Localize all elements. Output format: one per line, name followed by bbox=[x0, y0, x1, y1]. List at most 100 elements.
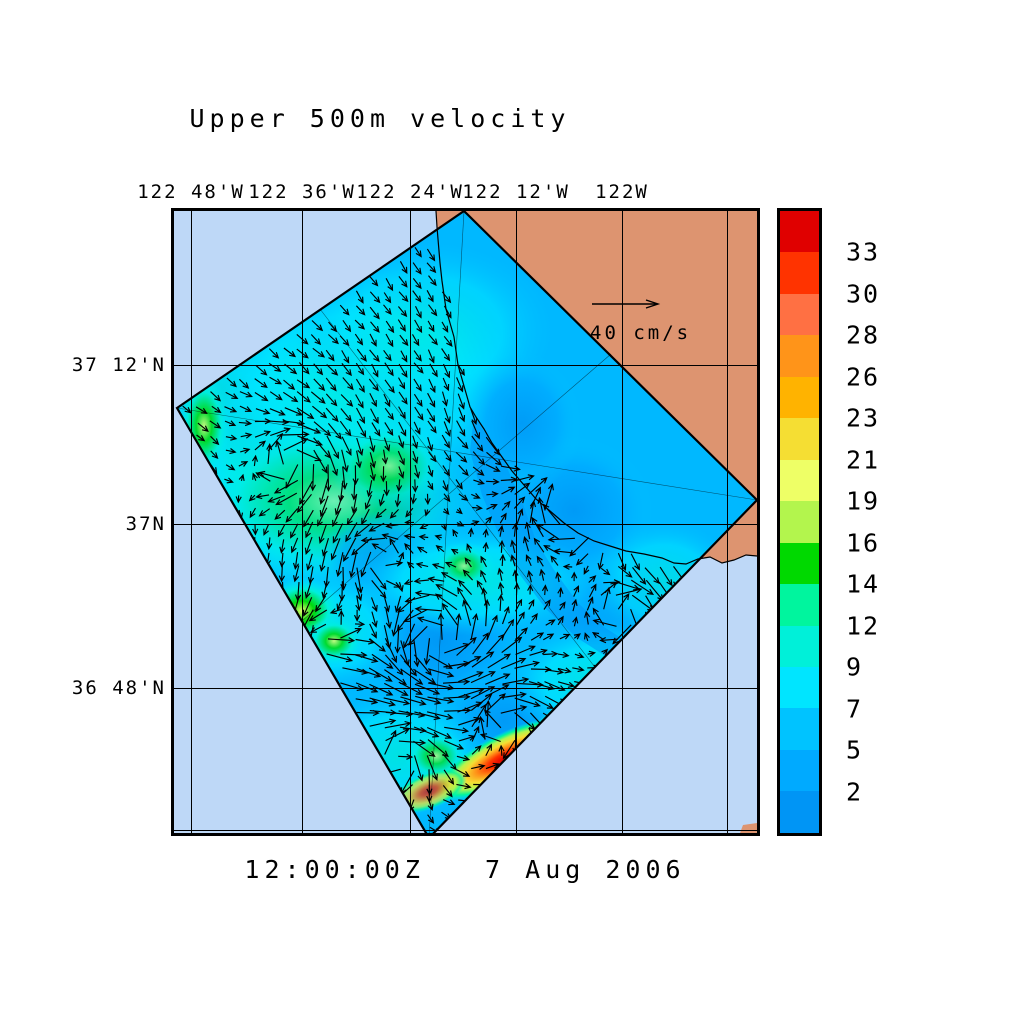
velocity-arrow bbox=[309, 464, 317, 492]
velocity-arrow bbox=[500, 705, 528, 714]
velocity-arrow bbox=[431, 563, 445, 570]
velocity-arrow bbox=[482, 541, 489, 553]
colorbar-band bbox=[780, 666, 819, 709]
velocity-arrow bbox=[435, 544, 445, 553]
velocity-arrow bbox=[412, 334, 420, 347]
velocity-arrow bbox=[318, 523, 328, 544]
velocity-arrow bbox=[315, 595, 327, 613]
velocity-arrow bbox=[249, 507, 256, 519]
velocity-arrow bbox=[457, 579, 473, 595]
velocity-arrow bbox=[443, 740, 465, 750]
velocity-arrow bbox=[456, 377, 464, 393]
velocity-arrow bbox=[502, 677, 530, 685]
velocity-arrow bbox=[557, 681, 576, 688]
velocity-arrow bbox=[412, 450, 419, 464]
velocity-arrow bbox=[587, 650, 597, 657]
velocity-arrow bbox=[319, 478, 329, 505]
velocity-arrow bbox=[255, 493, 270, 500]
velocity-arrow bbox=[267, 432, 284, 452]
velocity-arrow bbox=[336, 596, 344, 611]
velocity-arrow bbox=[369, 452, 376, 469]
gridline-horizontal bbox=[174, 688, 757, 689]
velocity-arrow bbox=[528, 477, 548, 495]
velocity-arrow bbox=[444, 561, 457, 568]
velocity-arrow bbox=[383, 393, 391, 408]
velocity-arrow bbox=[355, 450, 362, 469]
velocity-arrow bbox=[354, 333, 364, 346]
velocity-arrow bbox=[472, 451, 486, 466]
velocity-arrow bbox=[630, 553, 640, 571]
velocity-arrow bbox=[515, 611, 525, 626]
colorbar-tick-label: 23 bbox=[846, 403, 881, 433]
velocity-arrow bbox=[413, 393, 423, 408]
velocity-arrow bbox=[413, 726, 440, 738]
velocity-arrow bbox=[426, 262, 437, 274]
velocity-arrow bbox=[588, 583, 597, 598]
velocity-arrow bbox=[369, 464, 376, 482]
velocity-scale-key: 40 cm/s bbox=[590, 296, 720, 344]
velocity-arrow bbox=[471, 493, 481, 499]
velocity-arrow bbox=[472, 504, 483, 511]
velocity-arrow bbox=[384, 729, 397, 755]
velocity-arrow bbox=[428, 275, 437, 287]
velocity-arrow bbox=[317, 507, 328, 527]
velocity-arrow bbox=[513, 496, 526, 509]
velocity-arrow bbox=[427, 480, 434, 491]
velocity-arrow bbox=[340, 408, 352, 422]
velocity-arrow bbox=[435, 593, 458, 611]
velocity-arrow bbox=[248, 494, 256, 502]
velocity-arrow bbox=[571, 571, 578, 582]
velocity-arrow bbox=[397, 450, 405, 466]
velocity-arrow bbox=[435, 584, 458, 597]
velocity-arrow bbox=[483, 709, 502, 729]
velocity-arrow bbox=[562, 563, 573, 570]
velocity-arrow bbox=[630, 579, 655, 596]
velocity-arrow bbox=[426, 290, 434, 303]
colorbar-tick-label: 28 bbox=[846, 320, 881, 350]
velocity-arrow bbox=[385, 278, 394, 292]
velocity-arrow bbox=[255, 364, 268, 376]
velocity-arrow bbox=[486, 504, 498, 510]
velocity-arrow bbox=[571, 598, 578, 612]
gridline-vertical bbox=[727, 211, 728, 833]
colorbar[interactable] bbox=[777, 208, 822, 836]
velocity-arrow bbox=[279, 539, 286, 554]
velocity-arrow bbox=[342, 319, 352, 333]
velocity-arrow bbox=[553, 548, 573, 555]
velocity-arrow bbox=[384, 407, 394, 421]
velocity-arrow bbox=[471, 420, 481, 440]
velocity-arrow bbox=[355, 378, 365, 393]
velocity-arrow bbox=[543, 650, 559, 658]
velocity-arrow bbox=[428, 304, 438, 317]
velocity-arrow bbox=[341, 350, 350, 364]
velocity-arrow bbox=[371, 653, 394, 669]
velocity-arrow bbox=[251, 454, 259, 467]
velocity-arrow bbox=[239, 405, 253, 412]
velocity-arrow bbox=[525, 554, 532, 567]
velocity-arrow bbox=[457, 436, 469, 450]
velocity-arrow bbox=[255, 408, 271, 415]
velocity-arrow bbox=[296, 422, 322, 434]
velocity-arrow bbox=[341, 436, 352, 457]
velocity-arrow bbox=[426, 726, 453, 739]
velocity-arrow bbox=[384, 422, 394, 436]
velocity-arrow bbox=[426, 711, 454, 720]
map-plot-frame[interactable] bbox=[171, 208, 760, 836]
velocity-arrow bbox=[275, 492, 298, 506]
colorbar-band bbox=[780, 376, 819, 419]
velocity-arrow bbox=[456, 755, 471, 762]
velocity-arrow bbox=[424, 493, 431, 506]
velocity-arrow bbox=[355, 595, 362, 612]
velocity-arrow bbox=[510, 539, 517, 554]
velocity-arrow bbox=[575, 553, 589, 566]
velocity-arrow bbox=[514, 697, 541, 708]
velocity-arrow bbox=[342, 667, 369, 675]
velocity-arrow bbox=[427, 349, 435, 364]
velocity-arrow bbox=[559, 601, 566, 611]
velocity-arrow bbox=[584, 632, 590, 641]
velocity-arrow bbox=[225, 391, 239, 400]
velocity-arrow bbox=[354, 620, 366, 628]
velocity-arrow bbox=[502, 739, 516, 760]
velocity-arrow bbox=[458, 671, 484, 683]
velocity-arrow bbox=[269, 391, 283, 401]
